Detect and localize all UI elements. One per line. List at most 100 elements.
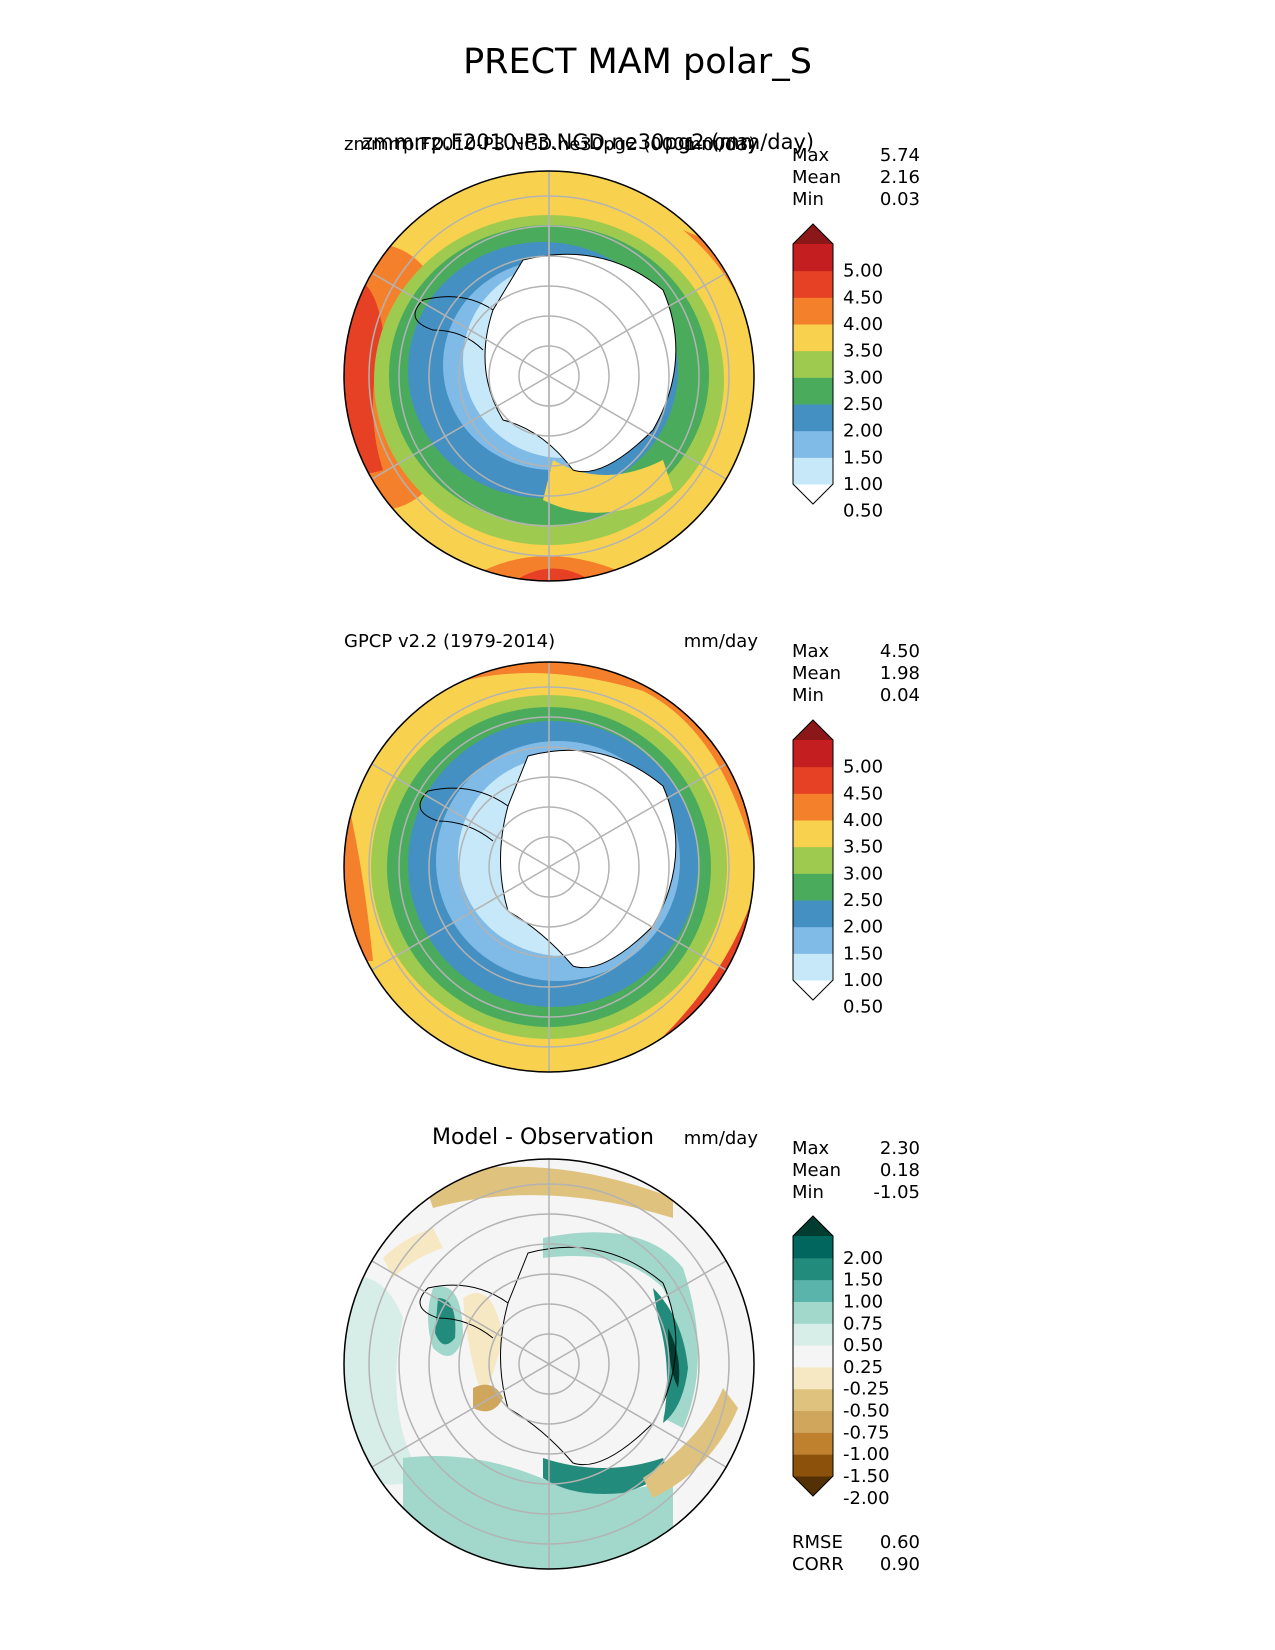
colorbar-band (793, 430, 833, 458)
panel-model: zmmrrp.F2010-P3.NGD.ne30pg2 (0001-0003) … (0, 0, 1275, 582)
colorbar-tick-label: 0.75 (843, 1313, 883, 1334)
colorbar: 5.00 4.50 4.00 3.50 3.00 2.50 2.00 1.50 1.00 0.50 (792, 719, 883, 1018)
colorbar-tick-label: 0.25 (843, 1357, 883, 1378)
colorbar-extend-low (793, 1476, 833, 1496)
colorbar-extend-low (793, 980, 833, 1000)
colorbar-extend-high (793, 1216, 833, 1236)
colorbar-tick-label: 1.00 (843, 474, 883, 495)
panel-left-title: zmmrrp.F2010-P3.NGD.ne30pg2 (0001-0003) (344, 134, 756, 155)
colorbar-tick-label: 1.00 (843, 970, 883, 991)
colorbar-outline (792, 1215, 834, 1497)
panel-difference: Model - Observation mm/day Max 2.30 Mean 0… (0, 0, 1275, 1575)
colorbar-tick-label: -2.00 (843, 1488, 890, 1509)
colorbar-tick-label: -1.50 (843, 1466, 890, 1487)
colorbar-tick-label: 1.50 (843, 1270, 883, 1291)
polar-map (343, 661, 755, 1073)
stat-min: Min 0.03 (792, 189, 920, 210)
stat-mean: Mean 0.18 (792, 1160, 920, 1181)
colorbar-band (793, 926, 833, 954)
colorbar-band (793, 404, 833, 432)
colorbar-tick-label: 4.50 (843, 287, 883, 308)
colorbar-tick-label: 4.50 (843, 783, 883, 804)
colorbar-tick-label: -1.00 (843, 1444, 890, 1465)
colorbar-band (793, 1279, 833, 1302)
colorbar-band (793, 1388, 833, 1412)
stat-mean: Mean 1.98 (792, 663, 920, 684)
colorbar-tick-label: 1.50 (843, 447, 883, 468)
colorbar-band (793, 1301, 833, 1324)
stat-max: Max 2.30 (792, 1138, 920, 1159)
colorbar-tick-label: 2.50 (843, 890, 883, 911)
colorbar-tick-label: 4.00 (843, 810, 883, 831)
colorbar-band (793, 1323, 833, 1346)
colorbar-tick-label: -0.50 (843, 1401, 890, 1422)
units-label: mm/day (683, 134, 758, 155)
colorbar-outline (792, 223, 834, 505)
colorbar-band (793, 1366, 833, 1390)
colorbar-band (793, 457, 833, 485)
colorbar-band (793, 1410, 833, 1433)
colorbar-band (793, 1236, 833, 1259)
colorbar-extend-high (793, 720, 833, 740)
metric-rmse: RMSE 0.60 (792, 1532, 920, 1553)
polar-map (343, 1158, 755, 1570)
colorbar-tick-label: 4.00 (843, 314, 883, 335)
polar-map (343, 170, 755, 582)
stats-box: Max 5.74 Mean 2.16 Min 0.03 (792, 145, 920, 211)
panel-left-title-overlap: zmmrrp.F2010-P3.NGD.ne30pg2 (mm/day) (362, 130, 815, 154)
colorbar-band (793, 350, 833, 378)
colorbar-band (793, 244, 833, 272)
colorbar: 2.001.501.000.750.500.25-0.25-0.50-0.75-… (792, 1215, 890, 1509)
colorbar-band (793, 766, 833, 794)
colorbar-band (793, 900, 833, 928)
colorbar-extend-high (793, 224, 833, 244)
colorbar-tick-label: 3.50 (843, 341, 883, 362)
colorbar-band (793, 270, 833, 298)
colorbar-band (793, 1345, 833, 1368)
colorbar-band (793, 1454, 833, 1477)
colorbar-tick-label: 1.50 (843, 943, 883, 964)
colorbar-tick-label: 3.50 (843, 837, 883, 858)
colorbar-band (793, 820, 833, 848)
stat-min: Min -1.05 (792, 1182, 920, 1203)
colorbar-band (793, 793, 833, 821)
colorbar: 5.00 4.50 4.00 3.50 3.00 2.50 2.00 1.50 1.00 0.50 (792, 223, 883, 522)
metric-corr: CORR 0.90 (792, 1554, 920, 1575)
colorbar-tick-label: 0.50 (843, 501, 883, 522)
stat-max: Max 4.50 (792, 641, 920, 662)
units-label: mm/day (683, 631, 758, 652)
colorbar-band (793, 377, 833, 405)
colorbar-tick-label: 2.00 (843, 1248, 883, 1269)
colorbar-tick-label: -0.75 (843, 1422, 890, 1443)
colorbar-band (793, 324, 833, 352)
colorbar-tick-label: 5.00 (843, 757, 883, 778)
colorbar-band (793, 953, 833, 981)
stat-mean: Mean 2.16 (792, 167, 920, 188)
colorbar-extend-low (793, 484, 833, 504)
colorbar-band (793, 873, 833, 901)
panel-left-title: GPCP v2.2 (1979-2014) (344, 631, 556, 652)
figure-title: PRECT MAM polar_S (463, 42, 812, 82)
colorbar-tick-label: -0.25 (843, 1379, 890, 1400)
stat-max: Max 5.74 (792, 145, 920, 166)
stats-box: Max 2.30 Mean 0.18 Min -1.05 (792, 1138, 920, 1204)
colorbar-tick-label: 0.50 (843, 1335, 883, 1356)
colorbar-tick-label: 3.00 (843, 367, 883, 388)
colorbar-band (793, 297, 833, 325)
colorbar-band (793, 846, 833, 874)
colorbar-tick-label: 1.00 (843, 1291, 883, 1312)
metrics-box: RMSE 0.60 CORR 0.90 (792, 1532, 920, 1576)
colorbar-tick-label: 2.00 (843, 421, 883, 442)
colorbar-outline (792, 719, 834, 1001)
stat-min: Min 0.04 (792, 685, 920, 706)
colorbar-band (793, 740, 833, 768)
colorbar-tick-label: 5.00 (843, 261, 883, 282)
colorbar-tick-label: 2.50 (843, 394, 883, 415)
colorbar-tick-label: 3.00 (843, 863, 883, 884)
panel-observation: GPCP v2.2 (1979-2014) mm/day Max 4.50 Mea… (0, 0, 1275, 1073)
colorbar-tick-label: 0.50 (843, 997, 883, 1018)
stats-box: Max 4.50 Mean 1.98 Min 0.04 (792, 641, 920, 707)
colorbar-tick-label: 2.00 (843, 917, 883, 938)
colorbar-band (793, 1257, 833, 1281)
panel-title: Model - Observation (432, 1125, 654, 1150)
